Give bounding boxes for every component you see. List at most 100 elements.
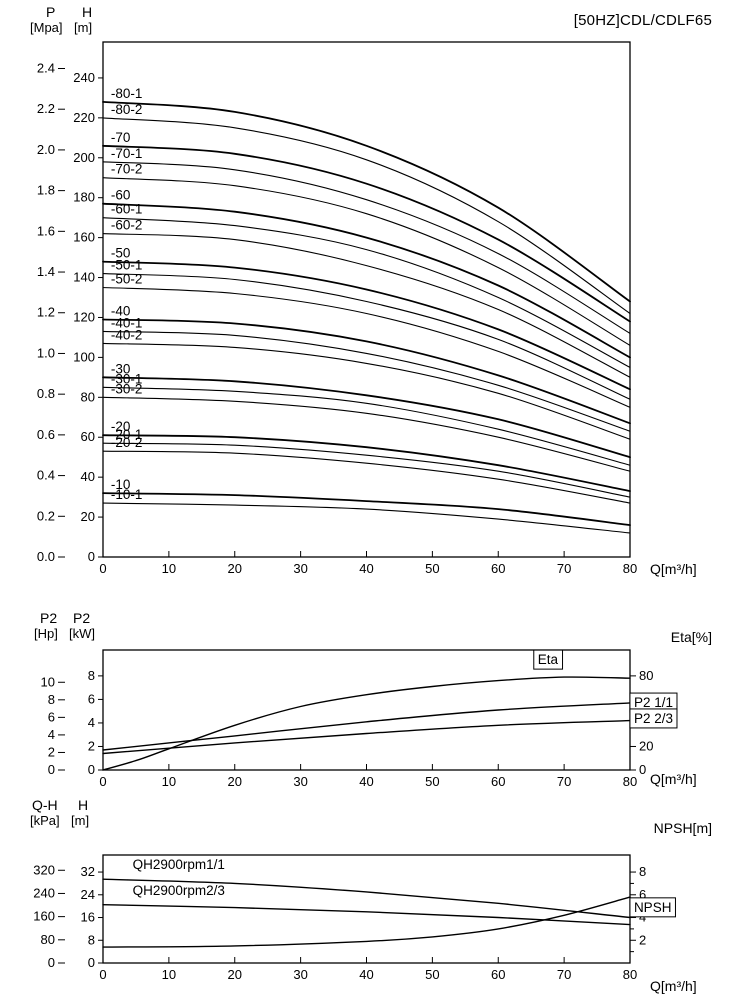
curve-P2 1/1 xyxy=(102,702,631,751)
x-tick-label: 50 xyxy=(425,561,439,576)
y-inner-tick-label: 8 xyxy=(88,668,95,683)
x-tick-label: 0 xyxy=(99,967,106,982)
curve-label--20: -20 xyxy=(111,419,131,434)
curve--60-2 xyxy=(102,233,631,378)
x-tick-label: 60 xyxy=(491,774,505,789)
x-tick-label: 10 xyxy=(162,774,176,789)
y-outer-tick-label: 0 xyxy=(48,955,55,970)
y-inner-tick-label: 4 xyxy=(88,715,95,730)
y-right-tick-label: 80 xyxy=(639,668,653,683)
y-outer-tick-label: 2 xyxy=(48,744,55,759)
x-axis-label-bot: Q[m³/h] xyxy=(650,978,697,994)
curve-label-P2 1/1: P2 1/1 xyxy=(634,695,673,710)
curve-label-P2 2/3: P2 2/3 xyxy=(634,711,673,726)
y-inner-tick-label: 140 xyxy=(73,270,95,285)
y-inner-tick-label: 220 xyxy=(73,110,95,125)
curve-label--10-1: -10-1 xyxy=(111,487,143,502)
axis-title-npsh: NPSH[m] xyxy=(653,820,712,836)
curve--30 xyxy=(102,376,631,459)
y-inner-tick-label: 160 xyxy=(73,230,95,245)
y-inner-tick-label: 240 xyxy=(73,70,95,85)
x-tick-label: 60 xyxy=(491,967,505,982)
x-axis-label-mid: Q[m³/h] xyxy=(650,771,697,787)
curve-label--50-1: -50-1 xyxy=(111,258,143,273)
y-right-tick-label: 8 xyxy=(639,864,646,879)
y-outer-tick-label: 10 xyxy=(41,674,55,689)
axis-title-qh: Q-H xyxy=(32,797,58,813)
y-outer-tick-label: 1.0 xyxy=(37,345,55,360)
x-tick-label: 70 xyxy=(557,774,571,789)
y-right-tick-label: 6 xyxy=(639,887,646,902)
curve-Eta xyxy=(102,676,631,771)
curve-label--10: -10 xyxy=(111,477,131,492)
x-tick-label: 40 xyxy=(359,967,373,982)
x-tick-label: 80 xyxy=(623,967,637,982)
curve--50-2 xyxy=(102,286,631,408)
curve-label--80-2: -80-2 xyxy=(111,102,143,117)
curve-QH2900rpm2/3 xyxy=(102,904,631,926)
y-inner-tick-label: 180 xyxy=(73,190,95,205)
y-inner-tick-label: 120 xyxy=(73,309,95,324)
curve--30-2 xyxy=(102,396,631,472)
curve--20-2 xyxy=(102,450,631,504)
y-outer-tick-label: 0.0 xyxy=(37,549,55,564)
y-outer-tick-label: 80 xyxy=(41,932,55,947)
y-inner-tick-label: 6 xyxy=(88,691,95,706)
curve--50 xyxy=(102,260,631,391)
x-tick-label: 30 xyxy=(293,967,307,982)
y-outer-tick-label: 2.4 xyxy=(37,60,55,75)
y-outer-tick-label: 1.6 xyxy=(37,223,55,238)
x-tick-label: 50 xyxy=(425,967,439,982)
y-outer-tick-label: 6 xyxy=(48,709,55,724)
y-inner-tick-label: 2 xyxy=(88,738,95,753)
x-tick-label: 70 xyxy=(557,967,571,982)
x-tick-label: 0 xyxy=(99,561,106,576)
axis-unit-kw: [kW] xyxy=(69,626,95,641)
y-outer-tick-label: 0.6 xyxy=(37,427,55,442)
y-inner-tick-label: 200 xyxy=(73,150,95,165)
axis-title-h2: H xyxy=(78,797,89,813)
y-inner-tick-label: 16 xyxy=(81,910,95,925)
curve--70 xyxy=(102,144,631,323)
curve-label--60-2: -60-2 xyxy=(111,218,143,233)
curve--10 xyxy=(102,492,631,526)
curve-label-box-NPSH xyxy=(629,897,676,918)
curve-label--40-2: -40-2 xyxy=(111,327,143,342)
y-right-tick-label: 0 xyxy=(639,762,646,777)
axis-unit-m2: [m] xyxy=(71,813,90,828)
curve--30-1 xyxy=(102,386,631,466)
y-inner-tick-label: 0 xyxy=(88,549,95,564)
x-tick-label: 20 xyxy=(228,561,242,576)
x-tick-label: 80 xyxy=(623,774,637,789)
y-right-tick-label: 2 xyxy=(639,932,646,947)
curve-label--50: -50 xyxy=(111,246,131,261)
axis-title-p: P xyxy=(46,4,56,20)
curve-label--30: -30 xyxy=(111,361,131,376)
y-outer-tick-label: 1.2 xyxy=(37,305,55,320)
y-inner-tick-label: 8 xyxy=(88,932,95,947)
curve--20-1 xyxy=(102,442,631,498)
curve--80-1 xyxy=(102,101,631,303)
x-tick-label: 20 xyxy=(228,967,242,982)
curve--70-2 xyxy=(102,177,631,346)
x-tick-label: 0 xyxy=(99,774,106,789)
x-tick-label: 20 xyxy=(228,774,242,789)
y-outer-tick-label: 0.2 xyxy=(37,508,55,523)
y-outer-tick-label: 240 xyxy=(33,885,55,900)
y-inner-tick-label: 0 xyxy=(88,955,95,970)
chart-title: [50HZ]CDL/CDLF65 xyxy=(573,12,712,29)
axis-unit-mpa: [Mpa] xyxy=(30,20,63,35)
y-outer-tick-label: 0.4 xyxy=(37,468,55,483)
x-tick-label: 40 xyxy=(359,774,373,789)
y-inner-tick-label: 80 xyxy=(81,389,95,404)
y-inner-tick-label: 32 xyxy=(81,864,95,879)
curve--10-1 xyxy=(102,502,631,534)
y-inner-tick-label: 24 xyxy=(81,887,95,902)
curve-QH2900rpm1/1 xyxy=(102,878,631,919)
x-tick-label: 10 xyxy=(162,561,176,576)
x-tick-label: 30 xyxy=(293,561,307,576)
axis-unit-kpa: [kPa] xyxy=(30,813,60,828)
y-inner-tick-label: 0 xyxy=(88,762,95,777)
curve-label-QH2900rpm2/3: QH2900rpm2/3 xyxy=(133,883,225,898)
y-outer-tick-label: 4 xyxy=(48,727,55,742)
